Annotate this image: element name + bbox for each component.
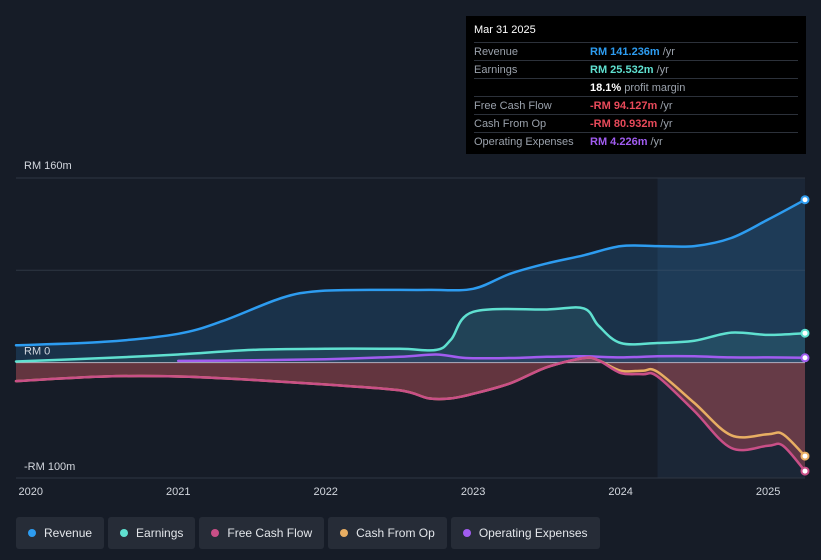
earnings-line (14, 306, 807, 363)
legend-item-free-cash-flow[interactable]: Free Cash Flow (199, 517, 325, 549)
tooltip-row: Revenue RM 141.236m/yr (474, 42, 798, 60)
legend-dot-icon (211, 529, 220, 537)
tooltip-row-unit: /yr (650, 135, 663, 148)
tooltip-row: Free Cash Flow -RM 94.127m/yr (474, 96, 798, 114)
legend-item-label: Operating Expenses (478, 526, 588, 540)
legend-item-operating-expenses[interactable]: Operating Expenses (450, 517, 600, 549)
cash-from-op-area (16, 357, 805, 457)
x-tick-label: 2020 (19, 486, 43, 498)
tooltip-row-unit: /yr (656, 63, 669, 76)
x-tick-label: 2023 (461, 486, 485, 498)
tooltip-row: Earnings RM 25.532m/yr (474, 60, 798, 78)
legend-item-label: Revenue (44, 526, 93, 540)
x-tick-label: 2025 (756, 486, 780, 498)
tooltip-row-label: Earnings (474, 63, 518, 76)
legend-item-revenue[interactable]: Revenue (16, 517, 105, 549)
chart-legend: Revenue Earnings Free Cash Flow Cash From O… (16, 517, 600, 549)
y-axis-top-label: RM 160m (24, 160, 72, 172)
tooltip-row-unit: profit margin (624, 81, 686, 94)
cash-from-op-endpoint (800, 451, 810, 461)
revenue-endpoint (800, 195, 810, 205)
forecast-highlight-region (657, 178, 805, 478)
legend-item-label: Earnings (136, 526, 184, 540)
tooltip-row-unit: /yr (662, 45, 675, 58)
free-cash-flow-line (14, 356, 807, 473)
tooltip-date: Mar 31 2025 (474, 24, 536, 36)
data-tooltip: Mar 31 2025 Revenue RM 141.236m/yr Earning… (466, 16, 806, 154)
earnings-endpoint (800, 328, 810, 338)
revenue-line (14, 198, 807, 347)
free-cash-flow-area (16, 357, 805, 472)
series-endpoints (800, 195, 810, 476)
tooltip-row: Operating Expenses RM 4.226m/yr (474, 132, 798, 150)
legend-dot-icon (28, 529, 36, 537)
tooltip-row-value: -RM 94.127m (590, 99, 658, 112)
legend-item-label: Cash From Op (356, 526, 435, 540)
tooltip-row-value: 18.1% (590, 81, 622, 94)
x-axis-ticks: 2020 2021 2022 2023 2024 2025 (19, 486, 781, 498)
legend-item-label: Free Cash Flow (227, 526, 313, 540)
y-axis-bottom-label: -RM 100m (24, 461, 75, 473)
series-areas (16, 199, 805, 472)
series-lines (14, 198, 807, 473)
revenue-area (16, 199, 805, 363)
tooltip-row: 18.1% profit margin (474, 78, 798, 96)
legend-item-earnings[interactable]: Earnings (108, 517, 196, 549)
legend-dot-icon (120, 529, 129, 537)
x-tick-label: 2024 (608, 486, 632, 498)
free-cash-flow-endpoint (800, 466, 810, 476)
operating-expenses-line (176, 353, 807, 363)
chart-canvas: RM 160m RM 0 -RM 100m 2020 2021 2022 2023 20… (14, 160, 810, 498)
tooltip-row-label: Revenue (474, 45, 519, 58)
tooltip-row-value: RM 141.236m (590, 45, 660, 58)
tooltip-row-label: Free Cash Flow (474, 99, 552, 112)
tooltip-row-value: -RM 80.932m (590, 117, 658, 130)
tooltip-row-label: Operating Expenses (474, 135, 574, 148)
tooltip-row: Cash From Op -RM 80.932m/yr (474, 114, 798, 132)
operating-expenses-endpoint (800, 353, 810, 363)
tooltip-rows: Revenue RM 141.236m/yr Earnings RM 25.532m /… (474, 42, 798, 150)
tooltip-row-value: RM 4.226m (590, 135, 648, 148)
tooltip-row-value: RM 25.532m (590, 63, 654, 76)
legend-item-cash-from-op[interactable]: Cash From Op (328, 517, 447, 549)
tooltip-row-unit: /yr (660, 99, 673, 112)
earnings-area (16, 307, 805, 363)
legend-dot-icon (462, 529, 471, 537)
x-tick-label: 2022 (313, 486, 337, 498)
tooltip-row-label: Cash From Op (474, 117, 547, 130)
grid-lines (16, 177, 805, 479)
legend-dot-icon (340, 529, 349, 537)
x-tick-label: 2021 (166, 486, 190, 498)
tooltip-row-unit: /yr (660, 117, 673, 130)
y-axis-zero-label: RM 0 (24, 346, 50, 358)
